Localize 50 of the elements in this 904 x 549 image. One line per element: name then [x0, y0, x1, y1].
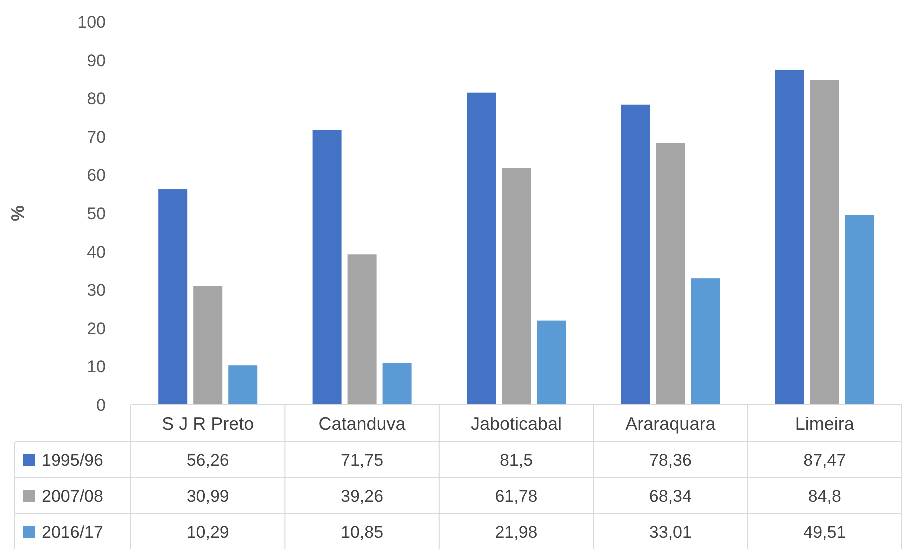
- data-label: 84,8: [808, 486, 842, 506]
- data-label: 49,51: [804, 522, 846, 542]
- bar: [158, 190, 188, 405]
- y-tick-label: 100: [78, 12, 106, 32]
- bar: [656, 143, 686, 405]
- y-tick-label: 0: [96, 396, 106, 415]
- data-label: 78,36: [649, 450, 692, 470]
- bar: [621, 104, 650, 405]
- bar: [775, 70, 804, 405]
- bar: [810, 80, 840, 405]
- bar: [312, 130, 342, 405]
- data-label: 10,85: [341, 522, 384, 542]
- bar: [691, 278, 720, 405]
- data-label: 61,78: [495, 486, 538, 506]
- y-tick-label: 60: [87, 166, 106, 186]
- y-tick-label: 70: [87, 128, 106, 147]
- legend-label: 2007/08: [42, 486, 104, 506]
- bar: [382, 363, 412, 405]
- y-tick-label: 90: [87, 51, 106, 70]
- data-label: 10,29: [186, 522, 230, 542]
- data-label: 87,47: [804, 450, 846, 470]
- x-tick-label: Limeira: [795, 414, 856, 434]
- x-tick-label: Araraquara: [626, 414, 717, 434]
- y-tick-label: 40: [87, 242, 106, 262]
- data-label: 81,5: [500, 450, 534, 470]
- legend-label: 1995/96: [42, 450, 104, 470]
- bar: [537, 320, 566, 405]
- data-label: 21,98: [495, 522, 538, 542]
- data-label: 39,26: [341, 486, 384, 506]
- y-tick-label: 30: [87, 281, 106, 300]
- data-label: 33,01: [649, 522, 692, 542]
- data-label: 56,26: [186, 450, 230, 470]
- y-tick-label: 20: [87, 319, 106, 338]
- y-tick-label: 80: [87, 90, 106, 109]
- y-axis-title: %: [8, 205, 28, 222]
- bar: [502, 168, 531, 405]
- y-tick-label: 50: [87, 204, 106, 224]
- data-label: 68,34: [649, 486, 692, 506]
- bar: [348, 254, 377, 405]
- y-tick-label: 10: [87, 358, 106, 377]
- bar: [228, 366, 258, 405]
- x-tick-label: Catanduva: [318, 414, 407, 434]
- data-label: 30,99: [186, 486, 230, 506]
- x-tick-label: Jaboticabal: [470, 414, 562, 434]
- bar: [194, 286, 223, 405]
- x-tick-label: S J R Preto: [162, 414, 254, 434]
- data-label: 71,75: [341, 450, 384, 470]
- legend-label: 2016/17: [42, 522, 104, 542]
- bar: [467, 92, 496, 405]
- bar: [845, 215, 874, 405]
